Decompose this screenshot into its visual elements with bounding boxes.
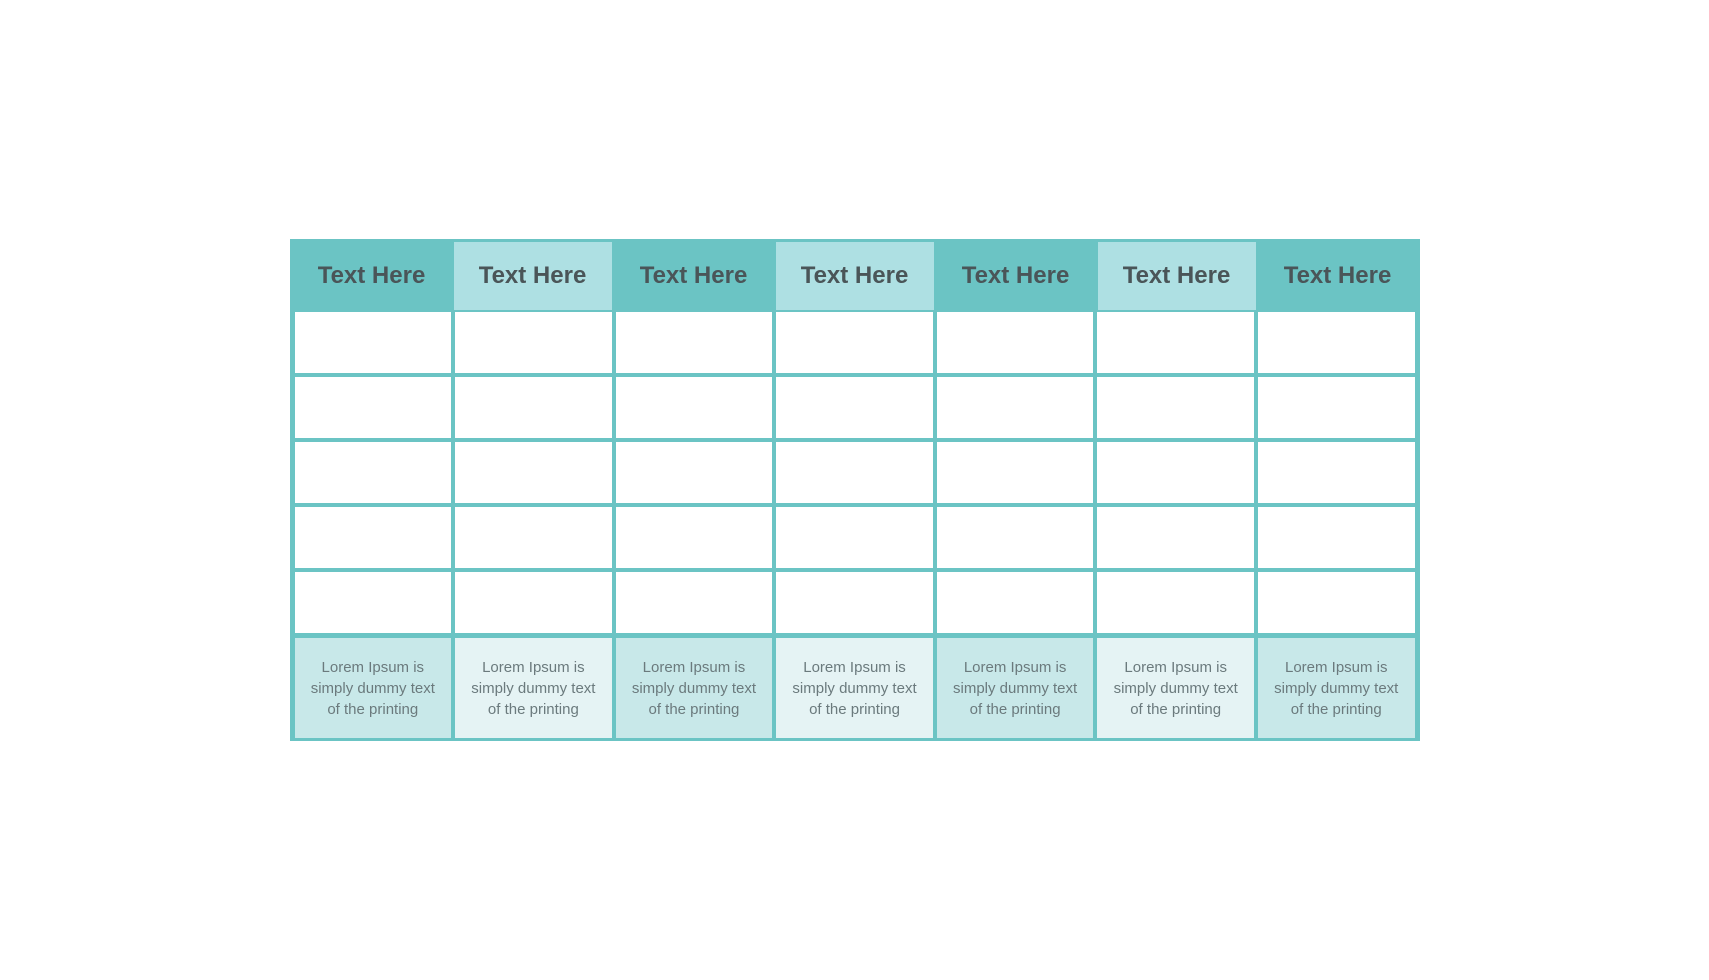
table-cell [293,505,454,570]
table-cell [1256,505,1417,570]
table-cell [614,570,775,635]
table-cell [453,310,614,375]
table-cell [774,310,935,375]
table-cell [1095,310,1256,375]
table-footer-cell: Lorem Ipsum is simply dummy text of the … [935,638,1096,738]
table-cell [774,440,935,505]
table-cell [774,505,935,570]
table-cell [453,505,614,570]
table-footer-cell: Lorem Ipsum is simply dummy text of the … [453,638,614,738]
table-cell [614,505,775,570]
table-cell [935,375,1096,440]
table-footer-row: Lorem Ipsum is simply dummy text of the … [293,635,1417,738]
table-cell [1256,570,1417,635]
table-row [293,310,1417,375]
table-footer-cell: Lorem Ipsum is simply dummy text of the … [1256,638,1417,738]
table-cell [1256,440,1417,505]
table-header-cell: Text Here [773,242,937,310]
table-footer-cell: Lorem Ipsum is simply dummy text of the … [774,638,935,738]
table-cell [614,310,775,375]
table-cell [1256,310,1417,375]
table-footer-cell: Lorem Ipsum is simply dummy text of the … [1095,638,1256,738]
table-header-cell: Text Here [1095,242,1259,310]
table-header-cell: Text Here [615,242,773,310]
table-cell [1095,440,1256,505]
table-cell [453,440,614,505]
table-cell [935,505,1096,570]
table-cell [293,375,454,440]
table-cell [453,375,614,440]
table-header-cell: Text Here [451,242,615,310]
table-cell [614,375,775,440]
table-cell [293,570,454,635]
table-cell [293,440,454,505]
table-header-cell: Text Here [293,242,451,310]
table-row [293,440,1417,505]
table-cell [935,570,1096,635]
table-cell [1095,505,1256,570]
table-footer-cell: Lorem Ipsum is simply dummy text of the … [293,638,454,738]
table-footer-cell: Lorem Ipsum is simply dummy text of the … [614,638,775,738]
table-cell [453,570,614,635]
table-cell [1256,375,1417,440]
data-table: Text Here Text Here Text Here Text Here … [290,239,1420,741]
table-cell [614,440,775,505]
table-header-cell: Text Here [1259,242,1417,310]
table-header-row: Text Here Text Here Text Here Text Here … [293,242,1417,310]
table-cell [774,375,935,440]
table-cell [293,310,454,375]
table-row [293,505,1417,570]
table-cell [774,570,935,635]
table-row [293,375,1417,440]
table-cell [935,440,1096,505]
table-row [293,570,1417,635]
table-cell [935,310,1096,375]
table-cell [1095,375,1256,440]
table-header-cell: Text Here [937,242,1095,310]
table-cell [1095,570,1256,635]
